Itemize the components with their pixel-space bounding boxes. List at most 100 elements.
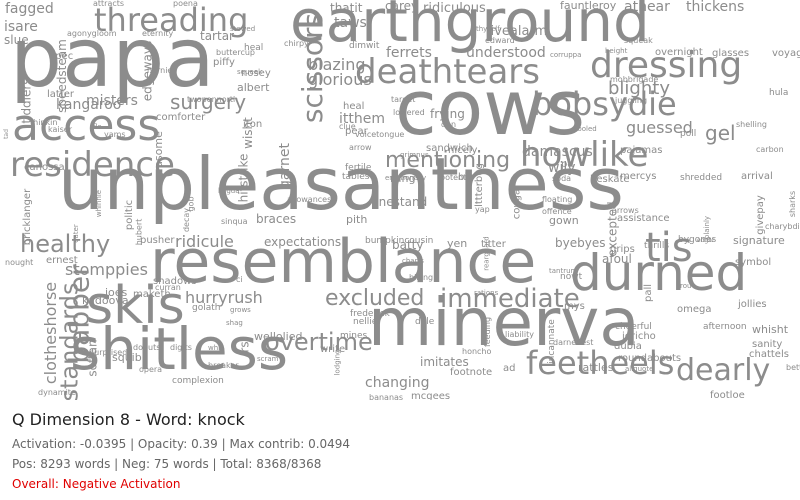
cloud-word: rung [390,172,416,185]
cloud-word: biv [458,172,474,183]
cloud-word: albert [237,81,270,94]
cloud-word: glorious [308,70,372,89]
cloud-word: poena [173,0,198,8]
cloud-word: tartar [200,29,234,43]
cloud-word: mobbrigade [610,75,659,84]
cloud-word: shadows [153,276,197,287]
cloud-word: yap [475,205,490,214]
cloud-word: asome [151,131,165,168]
cloud-word: golath [192,303,221,313]
cloud-word: agonygloom [67,29,117,38]
cloud-word: hubert [134,218,144,246]
cloud-word: grimnus [400,151,429,159]
cloud-word: tis [645,225,693,271]
cloud-word: sandwich [426,143,473,154]
cloud-word: pall [643,283,655,303]
cloud-word: overnight [655,47,703,58]
cloud-word: fertile [345,163,372,173]
cloud-word: hitstrike [236,153,251,203]
cloud-word: chattels [749,349,789,360]
cloud-word: twopennorth [187,95,239,104]
cloud-word: symbol [735,257,772,268]
cloud-word: target [391,95,416,104]
cloud-word: nowt [560,272,583,282]
counts-line: Pos: 8293 words | Neg: 75 words | Total:… [12,457,322,471]
cloud-word: potentia [440,173,474,182]
cloud-word: nought [5,258,34,267]
cloud-word: skis [86,276,185,336]
cloud-word: fivealarm [486,24,548,39]
cloud-word: braces [256,212,297,226]
cloud-word: complexion [172,376,224,386]
cloud-word: understood [466,45,546,61]
cloud-word: clotheshorse [41,281,61,385]
cloud-word: sanity [752,339,783,350]
cloud-word: opera [139,365,163,374]
cloud-word: tables [342,172,370,182]
cloud-word: nicely [448,145,478,156]
cloud-word: ferrets [386,45,432,61]
cloud-word: cougar [511,184,523,220]
cloud-word: afternoon [703,322,747,332]
cloud-word: mcgees [411,391,451,401]
cloud-word: ridicule [175,232,234,251]
cloud-word: garnet [276,143,293,189]
cloud-word: linestand [372,195,428,209]
cloud-word: juggling [615,96,648,105]
cloud-word: speedsteam [54,39,69,113]
cloud-word: unpleasantness [58,142,624,226]
cloud-word: carey [385,0,419,13]
cloud-word: darnedest [553,338,594,347]
cloud-word: surprised [90,348,128,357]
cloud-word: clue [339,122,356,131]
cloud-word: batty [392,238,424,252]
cloud-word: pajamas [620,145,663,156]
cloud-word: honcho [462,347,492,356]
cloud-word: spec [50,51,74,62]
cloud-word: decay [182,207,192,233]
cloud-word: ridiculous [423,1,486,16]
cloud-word: yen [447,237,468,250]
cloud-word: shag [226,319,243,327]
cloud-word: ci [236,275,243,284]
cloud-word: mys [564,301,585,312]
cloud-word: standards [55,282,84,400]
cloud-word: assistance [617,213,670,224]
cloud-word: blighty [608,78,670,99]
cloud-word: maketh [133,289,171,300]
cloud-word: signature [733,234,785,247]
cloud-word: hurryrush [185,288,263,307]
cloud-word: isare [4,19,38,35]
cloud-word: access [12,100,161,151]
cloud-word: lingua [218,187,240,195]
cloud-word: taws [334,15,367,31]
cloud-word: squib [112,351,142,364]
cloud-word: rattles [578,361,614,374]
cloud-word: omega [677,304,712,315]
cloud-word: donuts [133,343,161,352]
cloud-word: guessed [626,118,693,137]
cloud-word: rations [474,289,499,297]
cloud-word: shitless [70,315,289,383]
cloud-word: edgar [697,237,715,244]
cloud-word: betters [786,363,800,372]
cloud-word: hernie [147,66,173,75]
cloud-word: immediate [440,284,580,314]
cloud-word: misters [86,93,138,109]
cloud-word: aliquote [625,365,654,373]
cloud-word: arrow [349,143,372,152]
cloud-word: bumpkincousin [365,236,434,246]
cloud-word: excluded [325,286,425,311]
cloud-word: pa [561,159,574,170]
cloud-word: dan [441,120,457,129]
cloud-word: poll [680,129,697,139]
cloud-word: emotionally [385,174,427,182]
cloud-word: voicetongue [355,130,405,139]
cloud-word: sharks [788,190,798,218]
cloud-word: liability [505,330,534,339]
cloud-word: whinnie [95,189,104,218]
cloud-word: gob [186,196,196,212]
cloud-word: bricklanger [22,188,34,246]
cloud-word: piffy [213,57,235,68]
cloud-word: resemblance [150,227,537,297]
